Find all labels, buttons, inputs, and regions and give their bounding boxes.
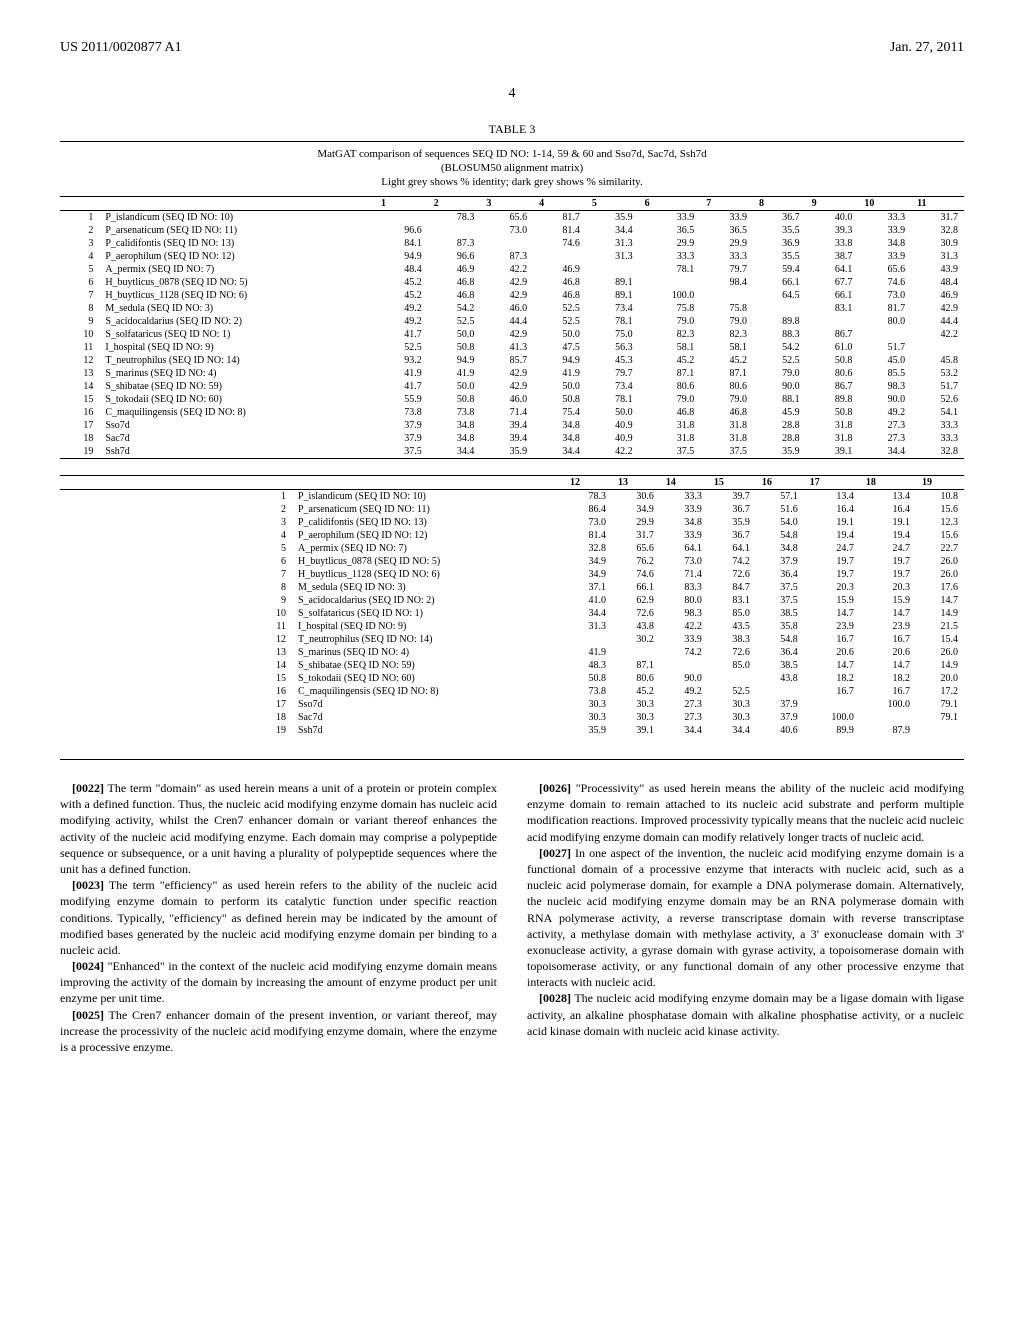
col-header: 2: [428, 197, 481, 211]
table-row: 16C_maquilingensis (SEQ ID NO: 8)73.845.…: [60, 685, 964, 698]
table-row: 6H_buytlicus_0878 (SEQ ID NO: 5)45.246.8…: [60, 276, 964, 289]
table-row: 17Sso7d30.330.327.330.337.9100.079.1: [60, 698, 964, 711]
paragraph: [0027] In one aspect of the invention, t…: [527, 845, 964, 991]
col-header: 11: [911, 197, 964, 211]
para-label: [0028]: [539, 991, 571, 1005]
table-row: 8M_sedula (SEQ ID NO: 3)49.254.246.052.5…: [60, 302, 964, 315]
matrix-table-2: 1213141516171819 1P_islandicum (SEQ ID N…: [60, 475, 964, 737]
table-row: 1P_islandicum (SEQ ID NO: 10)78.365.681.…: [60, 211, 964, 225]
table-row: 1P_islandicum (SEQ ID NO: 10)78.330.633.…: [60, 490, 964, 504]
col-header: 12: [564, 476, 612, 490]
table-row: 9S_acidocaldarius (SEQ ID NO: 2)41.062.9…: [60, 594, 964, 607]
table-row: 15S_tokodaii (SEQ ID NO: 60)55.950.846.0…: [60, 393, 964, 406]
table-row: 14S_shibatae (SEQ ID NO: 59)41.750.042.9…: [60, 380, 964, 393]
paragraph: [0026] "Processivity" as used herein mea…: [527, 780, 964, 845]
table-row: 11I_hospital (SEQ ID NO: 9)52.550.841.34…: [60, 341, 964, 354]
table-row: 7H_buytlicus_1128 (SEQ ID NO: 6)45.246.8…: [60, 289, 964, 302]
table-row: 6H_buytlicus_0878 (SEQ ID NO: 5)34.976.2…: [60, 555, 964, 568]
table-row: 13S_marinus (SEQ ID NO: 4)41.974.272.636…: [60, 646, 964, 659]
body-text: [0022] The term "domain" as used herein …: [60, 780, 964, 1055]
table-row: 7H_buytlicus_1128 (SEQ ID NO: 6)34.974.6…: [60, 568, 964, 581]
para-label: [0027]: [539, 846, 571, 860]
col-header: 6: [639, 197, 701, 211]
col-header: 5: [586, 197, 639, 211]
table-row: 3P_calidifontis (SEQ ID NO: 13)73.029.93…: [60, 516, 964, 529]
table-row: 2P_arsenaticum (SEQ ID NO: 11)96.673.081…: [60, 224, 964, 237]
table-row: 9S_acidocaldarius (SEQ ID NO: 2)49.252.5…: [60, 315, 964, 328]
table-caption-2: (BLOSUM50 alignment matrix): [60, 162, 964, 174]
col-header: 3: [480, 197, 533, 211]
table-row: 17Sso7d37.934.839.434.840.931.831.828.83…: [60, 419, 964, 432]
para-label: [0026]: [539, 781, 571, 795]
table-row: 18Sac7d30.330.327.330.337.9100.079.1: [60, 711, 964, 724]
page-number: 4: [60, 86, 964, 102]
paragraph: [0028] The nucleic acid modifying enzyme…: [527, 990, 964, 1039]
table-row: 4P_aerophilum (SEQ ID NO: 12)94.996.687.…: [60, 250, 964, 263]
col-header: 13: [612, 476, 660, 490]
table-row: 8M_sedula (SEQ ID NO: 3)37.166.183.384.7…: [60, 581, 964, 594]
col-header: 10: [858, 197, 911, 211]
paragraph: [0025] The Cren7 enhancer domain of the …: [60, 1007, 497, 1056]
header-right: Jan. 27, 2011: [890, 40, 964, 56]
paragraph: [0022] The term "domain" as used herein …: [60, 780, 497, 877]
table-row: 5A_permix (SEQ ID NO: 7)48.446.942.246.9…: [60, 263, 964, 276]
para-label: [0022]: [72, 781, 104, 795]
table-row: 11I_hospital (SEQ ID NO: 9)31.343.842.24…: [60, 620, 964, 633]
col-header: 14: [660, 476, 708, 490]
table-row: 10S_solfataricus (SEQ ID NO: 1)34.472.69…: [60, 607, 964, 620]
paragraph: [0023] The term "efficiency" as used her…: [60, 877, 497, 958]
header-left: US 2011/0020877 A1: [60, 40, 182, 56]
table-row: 19Ssh7d37.534.435.934.442.237.537.535.93…: [60, 445, 964, 459]
table-row: 15S_tokodaii (SEQ ID NO: 60)50.880.690.0…: [60, 672, 964, 685]
table-row: 5A_permix (SEQ ID NO: 7)32.865.664.164.1…: [60, 542, 964, 555]
table-row: 12T_neutrophilus (SEQ ID NO: 14)30.233.9…: [60, 633, 964, 646]
col-header: 18: [860, 476, 916, 490]
table-caption-3: Light grey shows % identity; dark grey s…: [60, 176, 964, 188]
table-row: 10S_solfataricus (SEQ ID NO: 1)41.750.04…: [60, 328, 964, 341]
page-header: US 2011/0020877 A1 Jan. 27, 2011: [60, 40, 964, 56]
table-row: 3P_calidifontis (SEQ ID NO: 13)84.187.37…: [60, 237, 964, 250]
col-header: 9: [806, 197, 859, 211]
table-row: 19Ssh7d35.939.134.434.440.689.987.9: [60, 724, 964, 737]
table-label: TABLE 3: [60, 122, 964, 137]
col-header: 1: [375, 197, 428, 211]
col-header: 4: [533, 197, 586, 211]
table-row: 18Sac7d37.934.839.434.840.931.831.828.83…: [60, 432, 964, 445]
matrix-table-1: 1234567891011 1P_islandicum (SEQ ID NO: …: [60, 196, 964, 459]
col-header: 15: [708, 476, 756, 490]
col-header: 17: [804, 476, 860, 490]
table-row: 12T_neutrophilus (SEQ ID NO: 14)93.294.9…: [60, 354, 964, 367]
table-row: 14S_shibatae (SEQ ID NO: 59)48.387.185.0…: [60, 659, 964, 672]
para-label: [0023]: [72, 878, 104, 892]
table-3: MatGAT comparison of sequences SEQ ID NO…: [60, 141, 964, 760]
col-header: 7: [700, 197, 753, 211]
table-row: 4P_aerophilum (SEQ ID NO: 12)81.431.733.…: [60, 529, 964, 542]
table-caption-1: MatGAT comparison of sequences SEQ ID NO…: [60, 148, 964, 160]
col-header: 19: [916, 476, 964, 490]
para-label: [0025]: [72, 1008, 104, 1022]
col-header: 8: [753, 197, 806, 211]
table-row: 16C_maquilingensis (SEQ ID NO: 8)73.873.…: [60, 406, 964, 419]
table-row: 2P_arsenaticum (SEQ ID NO: 11)86.434.933…: [60, 503, 964, 516]
col-header: 16: [756, 476, 804, 490]
para-label: [0024]: [72, 959, 104, 973]
table-row: 13S_marinus (SEQ ID NO: 4)41.941.942.941…: [60, 367, 964, 380]
paragraph: [0024] "Enhanced" in the context of the …: [60, 958, 497, 1007]
